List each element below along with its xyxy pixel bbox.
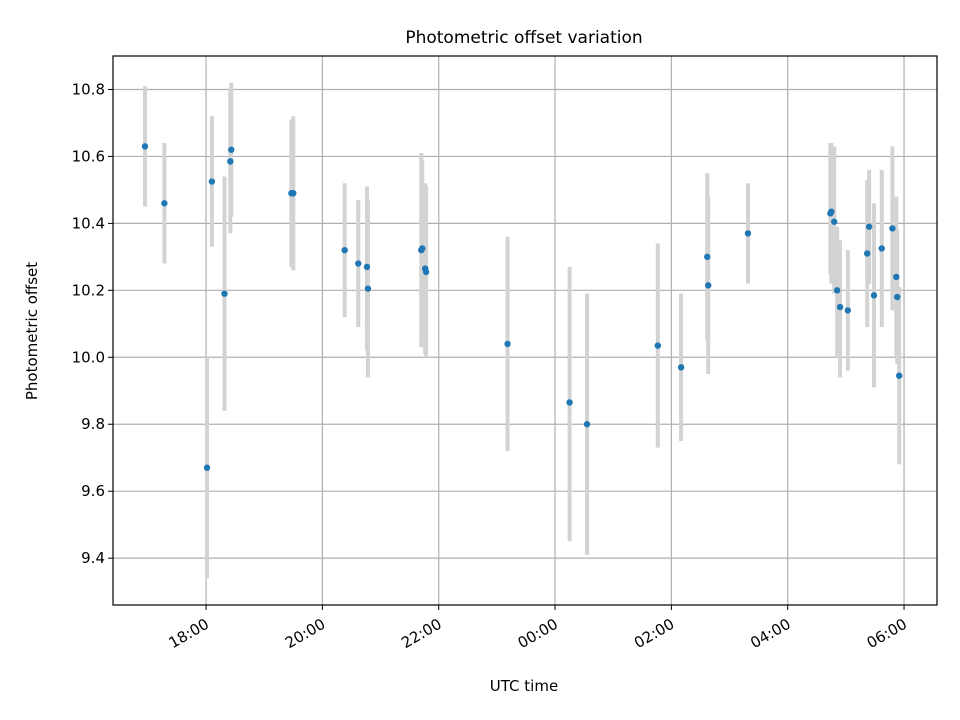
x-tick-label: 06:00 (864, 615, 910, 652)
y-tick-label: 10.2 (72, 281, 105, 299)
data-point (355, 260, 362, 267)
grid (113, 56, 937, 605)
data-point (208, 178, 216, 185)
data-point (844, 307, 852, 314)
chart-title: Photometric offset variation (405, 28, 642, 48)
x-tick-label: 00:00 (515, 615, 561, 652)
x-tick-label: 22:00 (398, 615, 444, 652)
data-point (583, 421, 591, 428)
data-point (864, 250, 871, 257)
data-point (422, 268, 430, 276)
data-point (227, 158, 234, 165)
x-tick-label: 04:00 (747, 615, 793, 652)
y-tick-label: 10.4 (72, 214, 105, 232)
y-tick-label: 10.6 (72, 147, 105, 165)
data-point (228, 146, 235, 153)
data-point (221, 290, 228, 297)
data-point (836, 303, 844, 311)
data-point (704, 253, 711, 261)
data-point (364, 285, 372, 292)
data-point (894, 293, 901, 301)
y-axis-label: Photometric offset (23, 262, 41, 400)
data-point (654, 342, 662, 349)
data-point (870, 292, 878, 299)
data-point (203, 464, 211, 471)
data-point (566, 399, 573, 406)
data-point (895, 372, 903, 379)
data-point (363, 263, 371, 271)
data-point (865, 223, 873, 230)
data-point (677, 364, 685, 371)
y-ticks: 9.4 9.6 9.8 10.0 10.2 10.4 10.6 10.8 (72, 80, 113, 567)
data-point (161, 200, 168, 207)
x-tick-label: 18:00 (166, 615, 212, 652)
data-point (419, 245, 426, 252)
y-tick-label: 9.4 (81, 549, 105, 567)
y-tick-label: 10.0 (72, 348, 105, 366)
x-ticks: 18:00 20:00 22:00 00:00 02:00 04:00 06:00 (166, 605, 910, 652)
data-point (141, 143, 149, 150)
data-point (893, 273, 900, 281)
data-point (833, 287, 841, 294)
data-point (889, 225, 896, 232)
data-points (141, 143, 903, 471)
x-tick-label: 20:00 (282, 615, 328, 652)
data-point (831, 218, 838, 225)
plot-frame (112, 55, 938, 606)
y-tick-label: 9.8 (81, 415, 105, 433)
data-point (341, 246, 348, 254)
data-point (290, 190, 297, 197)
data-point (705, 282, 712, 289)
y-tick-label: 9.6 (81, 482, 105, 500)
error-bars (142, 82, 902, 579)
data-point (828, 208, 835, 215)
x-axis-label: UTC time (490, 677, 558, 695)
x-tick-label: 02:00 (631, 615, 677, 652)
data-point (744, 230, 752, 237)
data-point (504, 340, 511, 348)
y-tick-label: 10.8 (72, 80, 105, 98)
data-point (878, 245, 885, 252)
